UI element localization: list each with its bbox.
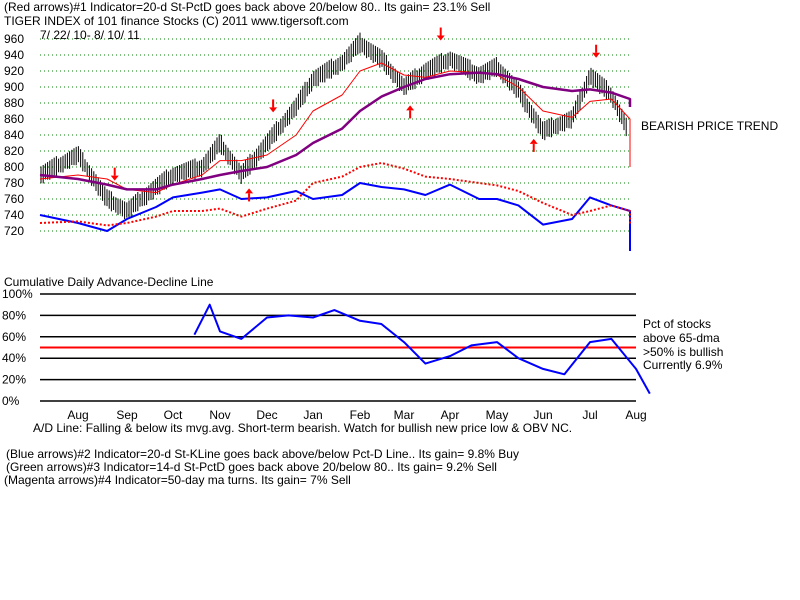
header-line-1: (Red arrows)#1 Indicator=20-d St-PctD go… (4, 0, 490, 14)
sell-arrow-down-icon (436, 35, 445, 41)
sell-arrow-down-icon (592, 52, 601, 58)
x-tick-label: Dec (256, 408, 277, 422)
price-y-ticks: 720 740 760 780 800 820 840 860 880 900 920 940 960 (4, 32, 24, 238)
x-tick-label: Aug (625, 408, 646, 422)
signal-arrows (110, 27, 601, 202)
pct-y-tick-label: 0% (2, 394, 20, 408)
pct-label-1: Pct of stocks (643, 317, 711, 331)
price-y-tick-label: 880 (4, 96, 24, 110)
pct-y-tick-label: 20% (2, 373, 26, 387)
price-y-tick-label: 840 (4, 128, 24, 142)
price-y-tick-label: 960 (4, 32, 24, 46)
pct-above-65dma-line (193, 303, 651, 395)
series-lines (39, 62, 632, 251)
price-y-tick-label: 780 (4, 176, 24, 190)
x-tick-label: May (486, 408, 509, 422)
x-tick-label: Apr (441, 408, 460, 422)
red-moving-average-line (39, 62, 631, 194)
price-bars (40, 32, 627, 219)
pct-label-4: Currently 6.9% (643, 358, 723, 372)
pct-y-tick-label: 100% (2, 287, 33, 301)
buy-arrow-up-icon (245, 188, 254, 194)
x-tick-label: Sep (116, 408, 138, 422)
x-tick-label: Mar (394, 408, 415, 422)
x-tick-label: Jul (582, 408, 597, 422)
ad-line (39, 182, 631, 251)
date-range: 7/ 22/ 10- 8/ 10/ 11 (40, 28, 140, 42)
pct-label-3: >50% is bullish (643, 345, 723, 359)
footer-line-4: (Magenta arrows)#4 Indicator=50-day ma t… (4, 473, 351, 487)
footer-line-2: (Blue arrows)#2 Indicator=20-d St-KLine … (6, 447, 519, 461)
price-y-tick-label: 800 (4, 160, 24, 174)
chart-title: TIGER INDEX of 101 finance Stocks (C) 20… (4, 14, 349, 28)
price-y-tick-label: 820 (4, 144, 24, 158)
x-tick-label: Jan (303, 408, 322, 422)
x-tick-label: Feb (350, 408, 371, 422)
sell-arrow-down-icon (110, 175, 119, 181)
x-tick-label: Oct (164, 408, 183, 422)
buy-arrow-up-icon (406, 105, 415, 111)
pct-grid (40, 293, 636, 402)
price-y-tick-label: 900 (4, 80, 24, 94)
price-y-tick-label: 920 (4, 64, 24, 78)
price-y-tick-label: 720 (4, 224, 24, 238)
x-axis-ticks: Aug Sep Oct Nov Dec Jan Feb Mar Apr May Jun Jul Aug (67, 408, 646, 422)
pct-y-tick-label: 60% (2, 330, 26, 344)
footer-line-1: A/D Line: Falling & below its mvg.avg. S… (33, 421, 572, 435)
pct-y-ticks: 0% 20% 40% 60% 80% 100% (2, 287, 33, 408)
x-tick-label: Aug (67, 408, 88, 422)
price-y-tick-label: 740 (4, 208, 24, 222)
price-y-tick-label: 860 (4, 112, 24, 126)
price-y-tick-label: 940 (4, 48, 24, 62)
purple-moving-average-line (39, 71, 632, 191)
pct-y-tick-label: 40% (2, 351, 26, 365)
buy-arrow-up-icon (529, 138, 538, 144)
pct-y-tick-label: 80% (2, 308, 26, 322)
pct-label-2: above 65-dma (643, 331, 720, 345)
footer-line-3: (Green arrows)#3 Indicator=14-d St-PctD … (6, 460, 497, 474)
trend-label: BEARISH PRICE TREND (641, 119, 778, 133)
x-tick-label: Nov (209, 408, 230, 422)
ad-title: Cumulative Daily Advance-Decline Line (4, 275, 214, 289)
sell-arrow-down-icon (269, 107, 278, 113)
price-y-tick-label: 760 (4, 192, 24, 206)
ad-line-moving-average (39, 162, 631, 227)
pct-lines (193, 303, 651, 395)
x-tick-label: Jun (533, 408, 552, 422)
